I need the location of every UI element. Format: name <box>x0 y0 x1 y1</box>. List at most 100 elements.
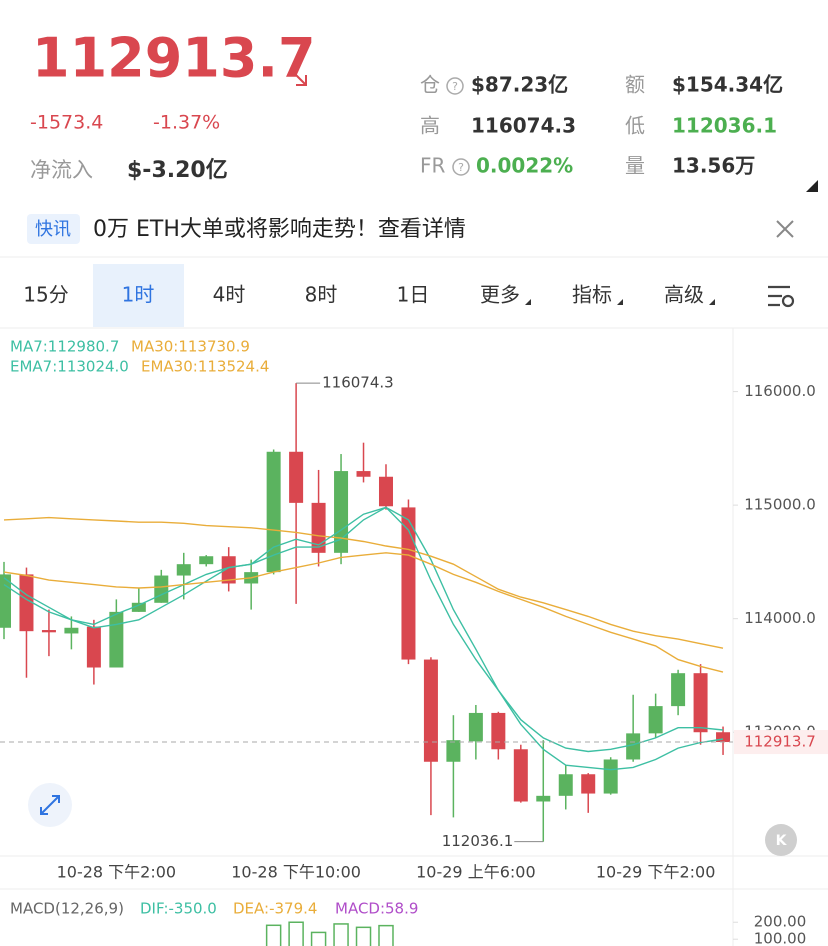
candle-body <box>41 630 56 633</box>
candle-body <box>536 795 551 802</box>
stat-label: 高 <box>420 114 440 138</box>
x-tick-label: 10-29 下午2:00 <box>596 863 716 882</box>
dropdown-caret <box>617 299 623 305</box>
timeframe-tab[interactable]: 1日 <box>397 283 430 307</box>
candle-body <box>0 574 11 628</box>
timeframe-tab[interactable]: 指标 <box>572 283 612 307</box>
macd-title: MACD(12,26,9) <box>10 900 124 918</box>
timeframe-tab[interactable]: 高级 <box>664 283 704 307</box>
net-inflow-label: 净流入 <box>30 158 93 182</box>
reset-button[interactable] <box>765 824 797 856</box>
candle-body <box>558 774 573 796</box>
candle-body <box>131 602 146 612</box>
timeframe-tab[interactable]: 更多 <box>480 283 520 307</box>
stat-value: 0.0022% <box>476 154 573 178</box>
active-tab-bg <box>93 264 184 327</box>
stat-label: 仓 <box>420 73 440 97</box>
min-label: 112036.1 <box>442 832 514 850</box>
candle-body <box>154 575 169 603</box>
candle-body <box>423 659 438 762</box>
timeframe-tabs: 15分 1时 4时 8时 1日 更多 指标 高级 <box>23 264 704 327</box>
net-inflow-value: $-3.20亿 <box>127 158 228 183</box>
stat-value: $87.23亿 <box>471 73 568 97</box>
timeframe-tab[interactable]: 1时 <box>122 283 155 307</box>
chart-settings-icon[interactable] <box>768 285 795 308</box>
indicator-line <box>3 516 724 649</box>
candle-body <box>86 626 101 668</box>
candle-body <box>693 673 708 733</box>
macd-bar <box>288 921 304 946</box>
plot-area <box>0 383 731 842</box>
macd-area <box>265 921 394 946</box>
dropdown-caret <box>525 299 531 305</box>
macd-bar <box>355 926 372 946</box>
candle-body <box>19 574 34 632</box>
indicator-line <box>3 552 724 673</box>
macd-legend: DEA:-379.4 <box>233 900 317 918</box>
candle-body <box>581 774 596 794</box>
candle-body <box>648 706 663 734</box>
help-icon-mark: ? <box>458 161 464 174</box>
macd-legend: DIF:-350.0 <box>140 900 217 918</box>
candle-body <box>446 740 461 762</box>
candle-body <box>626 733 641 760</box>
close-news[interactable] <box>776 220 794 238</box>
stat-value: $154.34亿 <box>672 73 783 97</box>
candle-body <box>716 732 731 743</box>
candle-body <box>289 451 304 503</box>
y-tick-label: 200.00 <box>754 913 807 931</box>
macd-bar <box>333 923 349 946</box>
stat-value: 112036.1 <box>672 114 777 138</box>
price-tag-bg <box>734 730 828 755</box>
candle-body <box>109 611 124 668</box>
timeframe-tab[interactable]: 4时 <box>213 283 246 307</box>
y-tick-label: 115000.0 <box>744 496 816 514</box>
x-tick-label: 10-28 下午10:00 <box>231 863 361 882</box>
candle-body <box>176 564 191 576</box>
candle-body <box>513 749 528 802</box>
y-tick-label: 114000.0 <box>744 609 816 627</box>
candle-body <box>671 673 686 707</box>
reset-icon: K <box>776 833 788 849</box>
x-tick-label: 10-28 下午2:00 <box>57 863 177 882</box>
stat-label: FR <box>420 154 446 178</box>
candle-body <box>401 507 416 660</box>
news-text[interactable]: 0万 ETH大单或将影响走势！查看详情 <box>93 217 466 242</box>
news-tag-bg <box>27 214 80 244</box>
candle-body <box>266 451 281 573</box>
expand-caret[interactable] <box>806 180 818 192</box>
help-icon[interactable] <box>446 77 464 95</box>
max-label: 116074.3 <box>322 374 394 392</box>
indicator-legend: EMA7:113024.0 <box>10 358 129 376</box>
candle-body <box>468 712 483 742</box>
macd-bar <box>378 924 394 946</box>
fullscreen-icon <box>40 795 60 815</box>
stat-label: 量 <box>625 154 645 178</box>
candle-body <box>221 556 236 584</box>
timeframe-tab[interactable]: 15分 <box>23 283 68 307</box>
stat-value: 116074.3 <box>471 114 576 138</box>
help-icon[interactable] <box>452 158 470 176</box>
help-icon-mark: ? <box>452 80 458 93</box>
indicator-line <box>3 506 724 771</box>
candle-body <box>64 627 79 634</box>
indicator-legend: MA7:112980.7 <box>10 338 119 356</box>
stat-value: 13.56万 <box>672 154 755 178</box>
indicator-legend: EMA30:113524.4 <box>141 358 269 376</box>
macd-bar <box>310 931 327 946</box>
timeframe-tab[interactable]: 8时 <box>305 283 338 307</box>
price-change-pct: -1.37% <box>153 112 220 134</box>
price-change: -1573.4 <box>30 112 103 134</box>
price-tag: 112913.7 <box>744 733 816 751</box>
x-tick-label: 10-29 上午6:00 <box>416 863 536 882</box>
stat-label: 额 <box>625 73 645 97</box>
candle-body <box>378 476 393 507</box>
last-price: 112913.7 <box>32 27 316 90</box>
macd-bar <box>265 924 282 946</box>
dropdown-caret <box>709 299 715 305</box>
y-tick-label: 100.00 <box>754 930 807 946</box>
candle-body <box>356 471 371 477</box>
y-tick-label: 116000.0 <box>744 382 816 400</box>
